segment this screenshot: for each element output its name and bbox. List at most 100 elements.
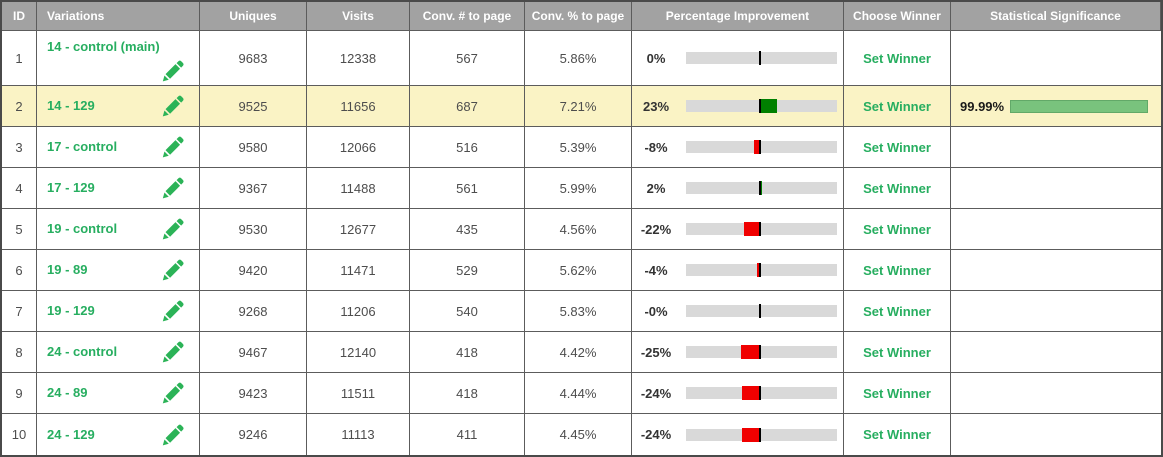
table-row: 4 17 - 129 9367 11488 561 5.99% 2% Set W… xyxy=(2,168,1161,209)
variation-link[interactable]: 24 - 129 xyxy=(47,426,95,442)
edit-pencil-icon[interactable] xyxy=(160,134,186,160)
improvement-percent-label: -24% xyxy=(640,427,672,442)
set-winner-button[interactable]: Set Winner xyxy=(863,221,931,237)
row-id: 8 xyxy=(15,344,23,360)
improvement-percent-label: -22% xyxy=(640,221,672,237)
cell-statistical-significance xyxy=(951,209,1161,249)
cell-percentage-improvement: 2% xyxy=(632,168,844,208)
improvement-percent-label: 0% xyxy=(646,50,666,66)
variation-link[interactable]: 24 - control xyxy=(47,344,118,359)
set-winner-button[interactable]: Set Winner xyxy=(863,139,931,155)
improvement-bar xyxy=(760,99,778,113)
cell-percentage-improvement: -25% xyxy=(632,332,844,372)
cell-percentage-improvement: -22% xyxy=(632,209,844,249)
edit-pencil-icon[interactable] xyxy=(160,93,186,119)
variation-cell: 24 - 89 xyxy=(37,373,200,413)
cell-visits: 12140 xyxy=(307,332,410,372)
edit-pencil-icon[interactable] xyxy=(160,216,186,242)
row-id: 3 xyxy=(15,139,23,155)
variation-link[interactable]: 17 - 129 xyxy=(47,180,95,195)
row-id: 9 xyxy=(15,385,23,401)
column-header-choose-winner: Choose Winner xyxy=(844,2,951,30)
set-winner-button[interactable]: Set Winner xyxy=(863,385,931,401)
cell-conversions-percent: 5.86% xyxy=(525,31,632,85)
cell-uniques: 9423 xyxy=(200,373,307,413)
cell-percentage-improvement: -0% xyxy=(632,291,844,331)
variation-cell: 19 - control xyxy=(37,209,200,249)
cell-statistical-significance: 99.99% xyxy=(951,86,1161,126)
column-header-conv-num: Conv. # to page xyxy=(410,2,525,30)
edit-pencil-icon[interactable] xyxy=(160,298,186,324)
edit-pencil-icon[interactable] xyxy=(160,257,186,283)
column-header-variations: Variations xyxy=(37,2,200,30)
cell-statistical-significance xyxy=(951,127,1161,167)
variation-link[interactable]: 17 - control xyxy=(47,139,118,154)
improvement-track xyxy=(686,222,837,236)
variation-link[interactable]: 19 - 129 xyxy=(47,303,95,318)
table-header-row: ID Variations Uniques Visits Conv. # to … xyxy=(2,2,1161,31)
improvement-bar xyxy=(742,427,760,442)
variation-cell: 24 - control xyxy=(37,332,200,372)
cell-conversions-number: 687 xyxy=(410,86,525,126)
cell-conversions-number: 418 xyxy=(410,373,525,413)
column-header-significance: Statistical Significance xyxy=(951,2,1161,30)
significance-percent-label: 99.99% xyxy=(960,98,1005,114)
cell-conversions-number: 435 xyxy=(410,209,525,249)
variation-cell: 17 - control xyxy=(37,127,200,167)
row-id: 2 xyxy=(15,98,23,114)
edit-pencil-icon[interactable] xyxy=(160,422,186,448)
improvement-percent-label: -8% xyxy=(644,139,668,155)
set-winner-button[interactable]: Set Winner xyxy=(863,180,931,196)
cell-id: 7 xyxy=(2,291,37,331)
cell-uniques: 9580 xyxy=(200,127,307,167)
cell-id: 9 xyxy=(2,373,37,413)
variation-link[interactable]: 14 - control (main) xyxy=(47,39,160,54)
set-winner-button[interactable]: Set Winner xyxy=(863,98,931,114)
set-winner-button[interactable]: Set Winner xyxy=(863,50,931,66)
improvement-percent-label: 2% xyxy=(646,180,666,196)
cell-visits: 11656 xyxy=(307,86,410,126)
cell-conversions-number: 567 xyxy=(410,31,525,85)
improvement-track xyxy=(686,304,837,318)
set-winner-button[interactable]: Set Winner xyxy=(863,303,931,319)
set-winner-button[interactable]: Set Winner xyxy=(863,344,931,360)
improvement-percent-label: -25% xyxy=(640,344,672,360)
edit-pencil-icon[interactable] xyxy=(160,175,186,201)
cell-percentage-improvement: 0% xyxy=(632,31,844,85)
improvement-center-tick xyxy=(759,181,761,195)
edit-pencil-icon[interactable] xyxy=(160,58,186,84)
row-id: 10 xyxy=(11,427,27,442)
cell-choose-winner: Set Winner xyxy=(844,127,951,167)
improvement-track xyxy=(686,99,837,113)
row-id: 5 xyxy=(15,221,23,237)
improvement-bar xyxy=(757,263,760,277)
row-id: 7 xyxy=(15,303,23,319)
edit-pencil-icon[interactable] xyxy=(160,339,186,365)
set-winner-button[interactable]: Set Winner xyxy=(863,262,931,278)
cell-conversions-percent: 7.21% xyxy=(525,86,632,126)
variation-cell: 24 - 129 xyxy=(37,414,200,455)
table-row: 9 24 - 89 9423 11511 418 4.44% -24% Set … xyxy=(2,373,1161,414)
improvement-track xyxy=(686,51,837,65)
cell-visits: 11113 xyxy=(307,414,410,455)
edit-pencil-icon[interactable] xyxy=(160,380,186,406)
set-winner-button[interactable]: Set Winner xyxy=(863,427,931,442)
cell-choose-winner: Set Winner xyxy=(844,373,951,413)
column-header-visits: Visits xyxy=(307,2,410,30)
variation-link[interactable]: 24 - 89 xyxy=(47,385,88,400)
cell-percentage-improvement: -8% xyxy=(632,127,844,167)
improvement-percent-label: -0% xyxy=(644,303,668,319)
table-body: 1 14 - control (main) 9683 12338 567 5.8… xyxy=(2,31,1161,455)
table-row: 2 14 - 129 9525 11656 687 7.21% 23% Set … xyxy=(2,86,1161,127)
cell-uniques: 9467 xyxy=(200,332,307,372)
cell-percentage-improvement: -24% xyxy=(632,414,844,455)
column-header-uniques: Uniques xyxy=(200,2,307,30)
improvement-bar xyxy=(743,222,760,236)
variation-cell: 19 - 129 xyxy=(37,291,200,331)
row-id: 6 xyxy=(15,262,23,278)
variation-link[interactable]: 14 - 129 xyxy=(47,98,95,113)
variation-link[interactable]: 19 - control xyxy=(47,221,118,236)
cell-choose-winner: Set Winner xyxy=(844,291,951,331)
variation-link[interactable]: 19 - 89 xyxy=(47,262,88,277)
table-row: 5 19 - control 9530 12677 435 4.56% -22%… xyxy=(2,209,1161,250)
